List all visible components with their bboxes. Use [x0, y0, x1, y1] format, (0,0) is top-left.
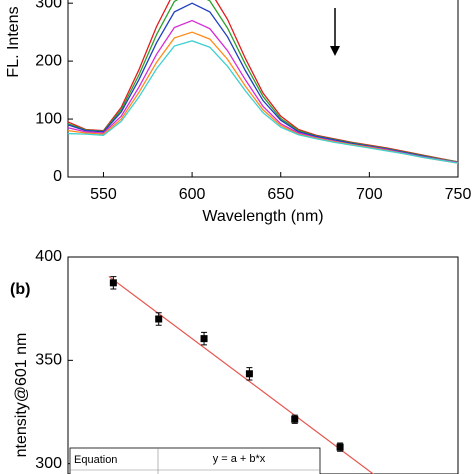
data-point — [336, 443, 344, 451]
fit-table — [69, 447, 321, 474]
arrow-head — [330, 46, 340, 56]
y-tick-label: 0 — [53, 168, 62, 185]
x-tick-label: 750 — [445, 186, 472, 203]
y-tick-label: 100 — [35, 110, 62, 127]
y-tick-label: 400 — [35, 248, 62, 265]
data-point — [109, 279, 117, 287]
fit-line — [108, 275, 375, 474]
x-tick-label: 650 — [267, 186, 294, 203]
y-tick-label: 300 — [35, 0, 62, 11]
x-tick-label: 550 — [90, 186, 117, 203]
x-tick-label: 700 — [356, 186, 383, 203]
plot-frame — [67, 256, 459, 474]
y-tick-label: 200 — [35, 52, 62, 69]
data-point — [291, 415, 299, 423]
data-point — [200, 335, 208, 343]
y-tick-label: 300 — [35, 455, 62, 472]
table-cell: y = a + b*x — [213, 453, 266, 465]
spectrum-line — [67, 2, 459, 164]
table-cell: Equation — [74, 454, 117, 466]
spectrum-line — [67, 19, 459, 164]
data-point — [155, 315, 163, 323]
y-axis-label: ntensity@601 nm — [13, 333, 30, 458]
spectrum-line — [67, 40, 459, 164]
spectrum-line — [67, 0, 459, 163]
plot-frame — [67, 0, 459, 178]
data-point — [245, 370, 253, 378]
x-tick-label: 600 — [179, 186, 206, 203]
spectrum-line — [67, 0, 459, 163]
y-axis-label: FL. Intens — [5, 6, 22, 77]
y-tick-label: 350 — [35, 352, 62, 369]
panel-label: (b) — [10, 281, 30, 298]
x-axis-label: Wavelength (nm) — [202, 208, 323, 225]
